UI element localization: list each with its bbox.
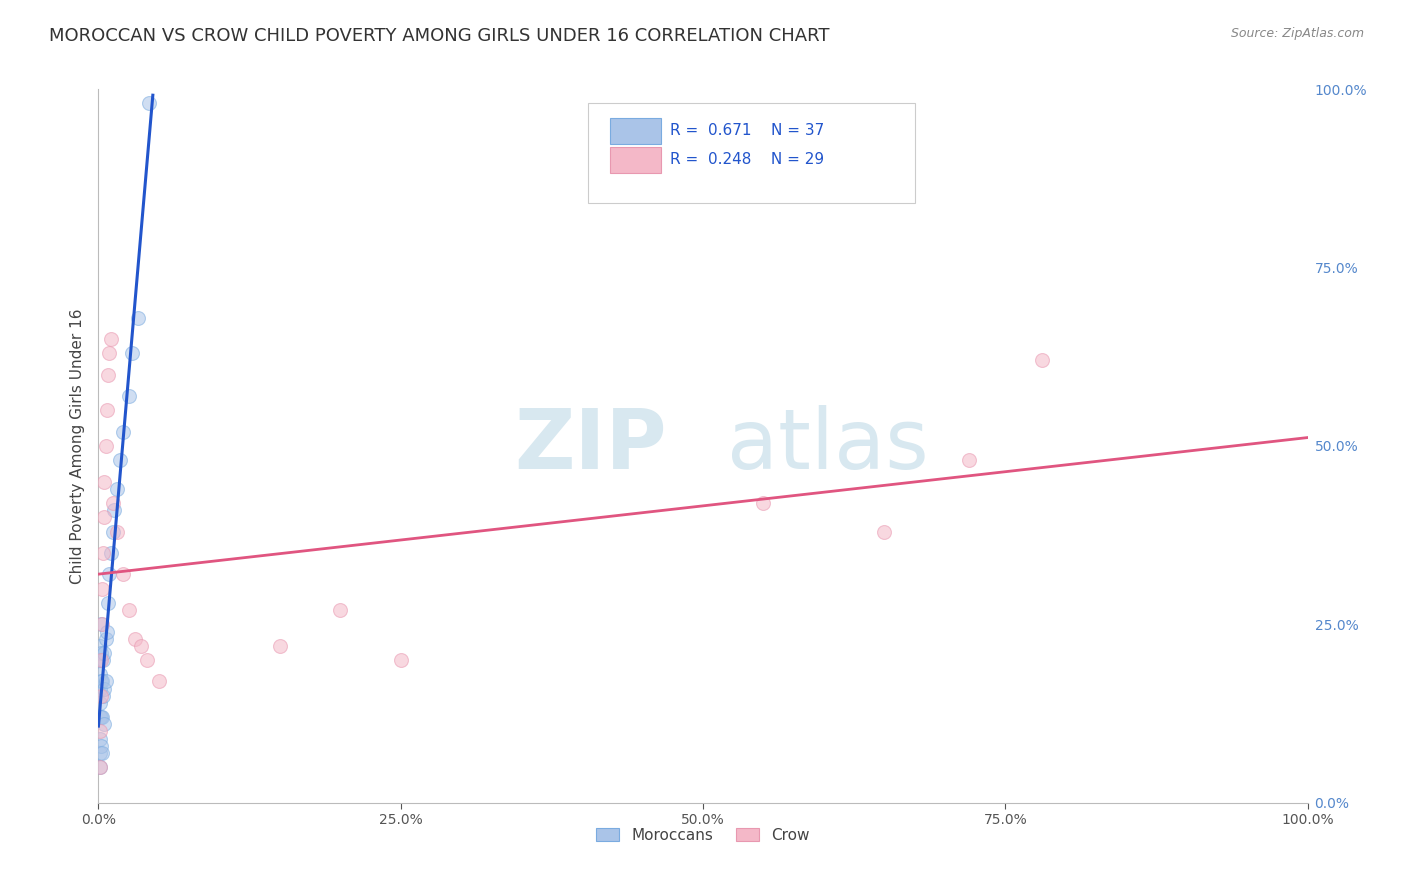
- Point: [127, 310, 149, 325]
- Point: [89, 746, 111, 760]
- Point: [111, 425, 134, 439]
- Point: [124, 632, 146, 646]
- FancyBboxPatch shape: [610, 119, 661, 145]
- Point: [96, 403, 118, 417]
- Point: [89, 760, 111, 774]
- Point: [94, 674, 117, 689]
- Point: [329, 603, 352, 617]
- Point: [269, 639, 291, 653]
- Point: [91, 674, 114, 689]
- Point: [89, 696, 111, 710]
- Point: [90, 646, 112, 660]
- Point: [89, 667, 111, 681]
- Point: [129, 639, 152, 653]
- Text: atlas: atlas: [727, 406, 929, 486]
- Point: [89, 731, 111, 746]
- Point: [101, 496, 124, 510]
- Point: [135, 653, 157, 667]
- Point: [94, 632, 117, 646]
- Text: ZIP: ZIP: [515, 406, 666, 486]
- Point: [100, 332, 122, 346]
- Point: [91, 746, 114, 760]
- Point: [108, 453, 131, 467]
- Point: [97, 368, 120, 382]
- Text: Source: ZipAtlas.com: Source: ZipAtlas.com: [1230, 27, 1364, 40]
- Point: [148, 674, 170, 689]
- Text: MOROCCAN VS CROW CHILD POVERTY AMONG GIRLS UNDER 16 CORRELATION CHART: MOROCCAN VS CROW CHILD POVERTY AMONG GIR…: [49, 27, 830, 45]
- Point: [957, 453, 980, 467]
- Point: [118, 389, 141, 403]
- Point: [98, 346, 121, 360]
- Point: [93, 717, 115, 731]
- Point: [89, 710, 111, 724]
- Point: [91, 582, 114, 596]
- Point: [89, 653, 111, 667]
- Point: [93, 646, 115, 660]
- Point: [90, 653, 112, 667]
- Point: [121, 346, 143, 360]
- Point: [94, 439, 117, 453]
- Text: R =  0.248    N = 29: R = 0.248 N = 29: [671, 152, 824, 167]
- Point: [118, 603, 141, 617]
- Point: [90, 739, 112, 753]
- Point: [752, 496, 775, 510]
- Point: [90, 710, 112, 724]
- Point: [100, 546, 122, 560]
- Point: [90, 689, 112, 703]
- Legend: Moroccans, Crow: Moroccans, Crow: [591, 822, 815, 848]
- Point: [101, 524, 124, 539]
- Point: [91, 546, 114, 560]
- Point: [1031, 353, 1053, 368]
- Point: [90, 674, 112, 689]
- FancyBboxPatch shape: [610, 147, 661, 173]
- Point: [105, 482, 128, 496]
- Point: [89, 639, 111, 653]
- Point: [90, 617, 112, 632]
- Point: [96, 624, 118, 639]
- Point: [91, 617, 114, 632]
- Point: [111, 567, 134, 582]
- Point: [105, 524, 128, 539]
- Point: [91, 689, 114, 703]
- Point: [89, 724, 111, 739]
- Point: [91, 710, 114, 724]
- Point: [98, 567, 121, 582]
- Point: [89, 681, 111, 696]
- Y-axis label: Child Poverty Among Girls Under 16: Child Poverty Among Girls Under 16: [69, 309, 84, 583]
- Point: [97, 596, 120, 610]
- Point: [93, 475, 115, 489]
- Point: [103, 503, 125, 517]
- Point: [93, 681, 115, 696]
- FancyBboxPatch shape: [588, 103, 915, 203]
- Point: [89, 760, 111, 774]
- Point: [873, 524, 896, 539]
- Point: [389, 653, 412, 667]
- Point: [91, 653, 114, 667]
- Point: [93, 510, 115, 524]
- Text: R =  0.671    N = 37: R = 0.671 N = 37: [671, 123, 824, 138]
- Point: [138, 96, 160, 111]
